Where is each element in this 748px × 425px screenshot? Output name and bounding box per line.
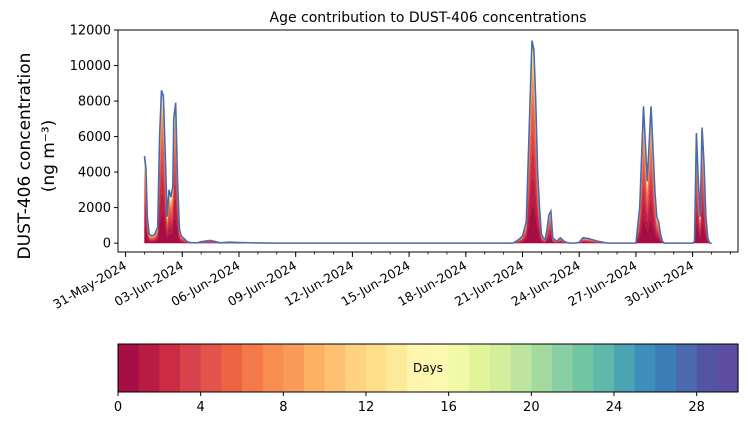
colorbar-cell — [696, 344, 718, 392]
colorbar-cell — [200, 344, 222, 392]
colorbar-tick-label: 20 — [523, 400, 540, 415]
y-tick-label: 2000 — [78, 201, 111, 216]
y-tick-label: 6000 — [78, 130, 111, 145]
age-band-area-28 — [144, 40, 712, 244]
y-axis-label-line2: (ng m⁻³) — [39, 120, 59, 193]
y-tick-label: 12000 — [70, 24, 111, 39]
plot-area — [117, 29, 739, 253]
colorbar-cell — [634, 344, 656, 392]
total-concentration-line — [143, 40, 712, 244]
age-band-area-20 — [144, 43, 712, 244]
x-axis: 31-May-202403-Jun-202406-Jun-202409-Jun-… — [50, 252, 731, 312]
colorbar-tick-label: 12 — [358, 400, 375, 415]
y-tick-label: 10000 — [70, 59, 111, 74]
colorbar-label: Days — [413, 361, 443, 375]
colorbar-cell — [386, 344, 408, 392]
colorbar-cell — [469, 344, 491, 392]
colorbar-cell — [676, 344, 698, 392]
age-band-area-2 — [144, 151, 712, 244]
age-band-area-4 — [144, 115, 712, 244]
colorbar-cell — [428, 344, 450, 392]
colorbar-frame — [117, 343, 739, 393]
colorbar-cell — [324, 344, 346, 392]
age-band-area-23 — [144, 41, 712, 244]
age-band-area-14 — [144, 50, 712, 244]
colorbar-cell — [345, 344, 367, 392]
colorbar-cell — [138, 344, 160, 392]
age-band-area-25 — [144, 41, 712, 244]
colorbar-cell — [304, 344, 326, 392]
age-band-area-7 — [144, 81, 712, 244]
age-band-area-24 — [144, 41, 712, 244]
age-band-area-6 — [144, 90, 712, 244]
colorbar-cell — [221, 344, 243, 392]
y-tick-label: 8000 — [78, 95, 111, 110]
colorbar-cell — [614, 344, 636, 392]
colorbar-cell — [283, 344, 305, 392]
age-band-area-3 — [144, 131, 712, 244]
age-band-area-0 — [144, 206, 712, 244]
age-band-area-13 — [144, 52, 712, 244]
colorbar-cell — [655, 344, 677, 392]
colorbar: Days 0 4 8 12 16 20 24 28 — [114, 343, 739, 415]
age-band-areas — [144, 40, 712, 244]
colorbar-cell — [159, 344, 181, 392]
age-band-area-1 — [144, 176, 712, 244]
age-band-area-11 — [144, 58, 712, 244]
age-band-area-27 — [144, 40, 712, 244]
age-band-area-17 — [144, 45, 712, 244]
colorbar-tick-label: 24 — [606, 400, 623, 415]
age-band-area-5 — [144, 101, 712, 244]
age-band-area-18 — [144, 44, 712, 244]
colorbar-cell — [593, 344, 615, 392]
colorbar-cells — [118, 344, 739, 392]
colorbar-cell — [572, 344, 594, 392]
age-band-area-29 — [144, 40, 712, 244]
age-band-area-9 — [144, 67, 712, 244]
colorbar-tick-label: 28 — [688, 400, 705, 415]
colorbar-cell — [510, 344, 532, 392]
age-band-area-22 — [144, 42, 712, 244]
colorbar-tick-label: 4 — [197, 400, 205, 415]
age-band-area-12 — [144, 55, 712, 244]
colorbar-cell — [262, 344, 284, 392]
age-band-area-19 — [144, 43, 712, 244]
age-band-area-8 — [144, 74, 712, 244]
colorbar-cell — [717, 344, 739, 392]
colorbar-cell — [552, 344, 574, 392]
age-band-area-15 — [144, 48, 712, 244]
y-axis-label-line1: DUST-406 concentration — [15, 53, 35, 260]
colorbar-tick-label: 16 — [440, 400, 457, 415]
age-band-area-21 — [144, 42, 712, 244]
colorbar-cell — [407, 344, 429, 392]
colorbar-cell — [366, 344, 388, 392]
colorbar-cell — [118, 344, 140, 392]
age-band-area-16 — [144, 47, 712, 244]
colorbar-cell — [180, 344, 202, 392]
colorbar-tick-label: 8 — [279, 400, 287, 415]
y-axis: 0 2000 4000 6000 8000 10000 12000 — [70, 24, 118, 252]
colorbar-cell — [448, 344, 470, 392]
y-tick-label: 0 — [103, 237, 111, 252]
colorbar-ticks: 0 4 8 12 16 20 24 28 — [114, 392, 705, 415]
y-tick-label: 4000 — [78, 166, 111, 181]
colorbar-cell — [490, 344, 512, 392]
y-axis-label: DUST-406 concentration (ng m⁻³) — [15, 53, 59, 260]
colorbar-cell — [531, 344, 553, 392]
age-band-area-26 — [144, 41, 712, 244]
age-band-area-10 — [144, 62, 712, 244]
chart-title: Age contribution to DUST-406 concentrati… — [270, 10, 587, 26]
colorbar-tick-label: 0 — [114, 400, 122, 415]
colorbar-cell — [242, 344, 264, 392]
